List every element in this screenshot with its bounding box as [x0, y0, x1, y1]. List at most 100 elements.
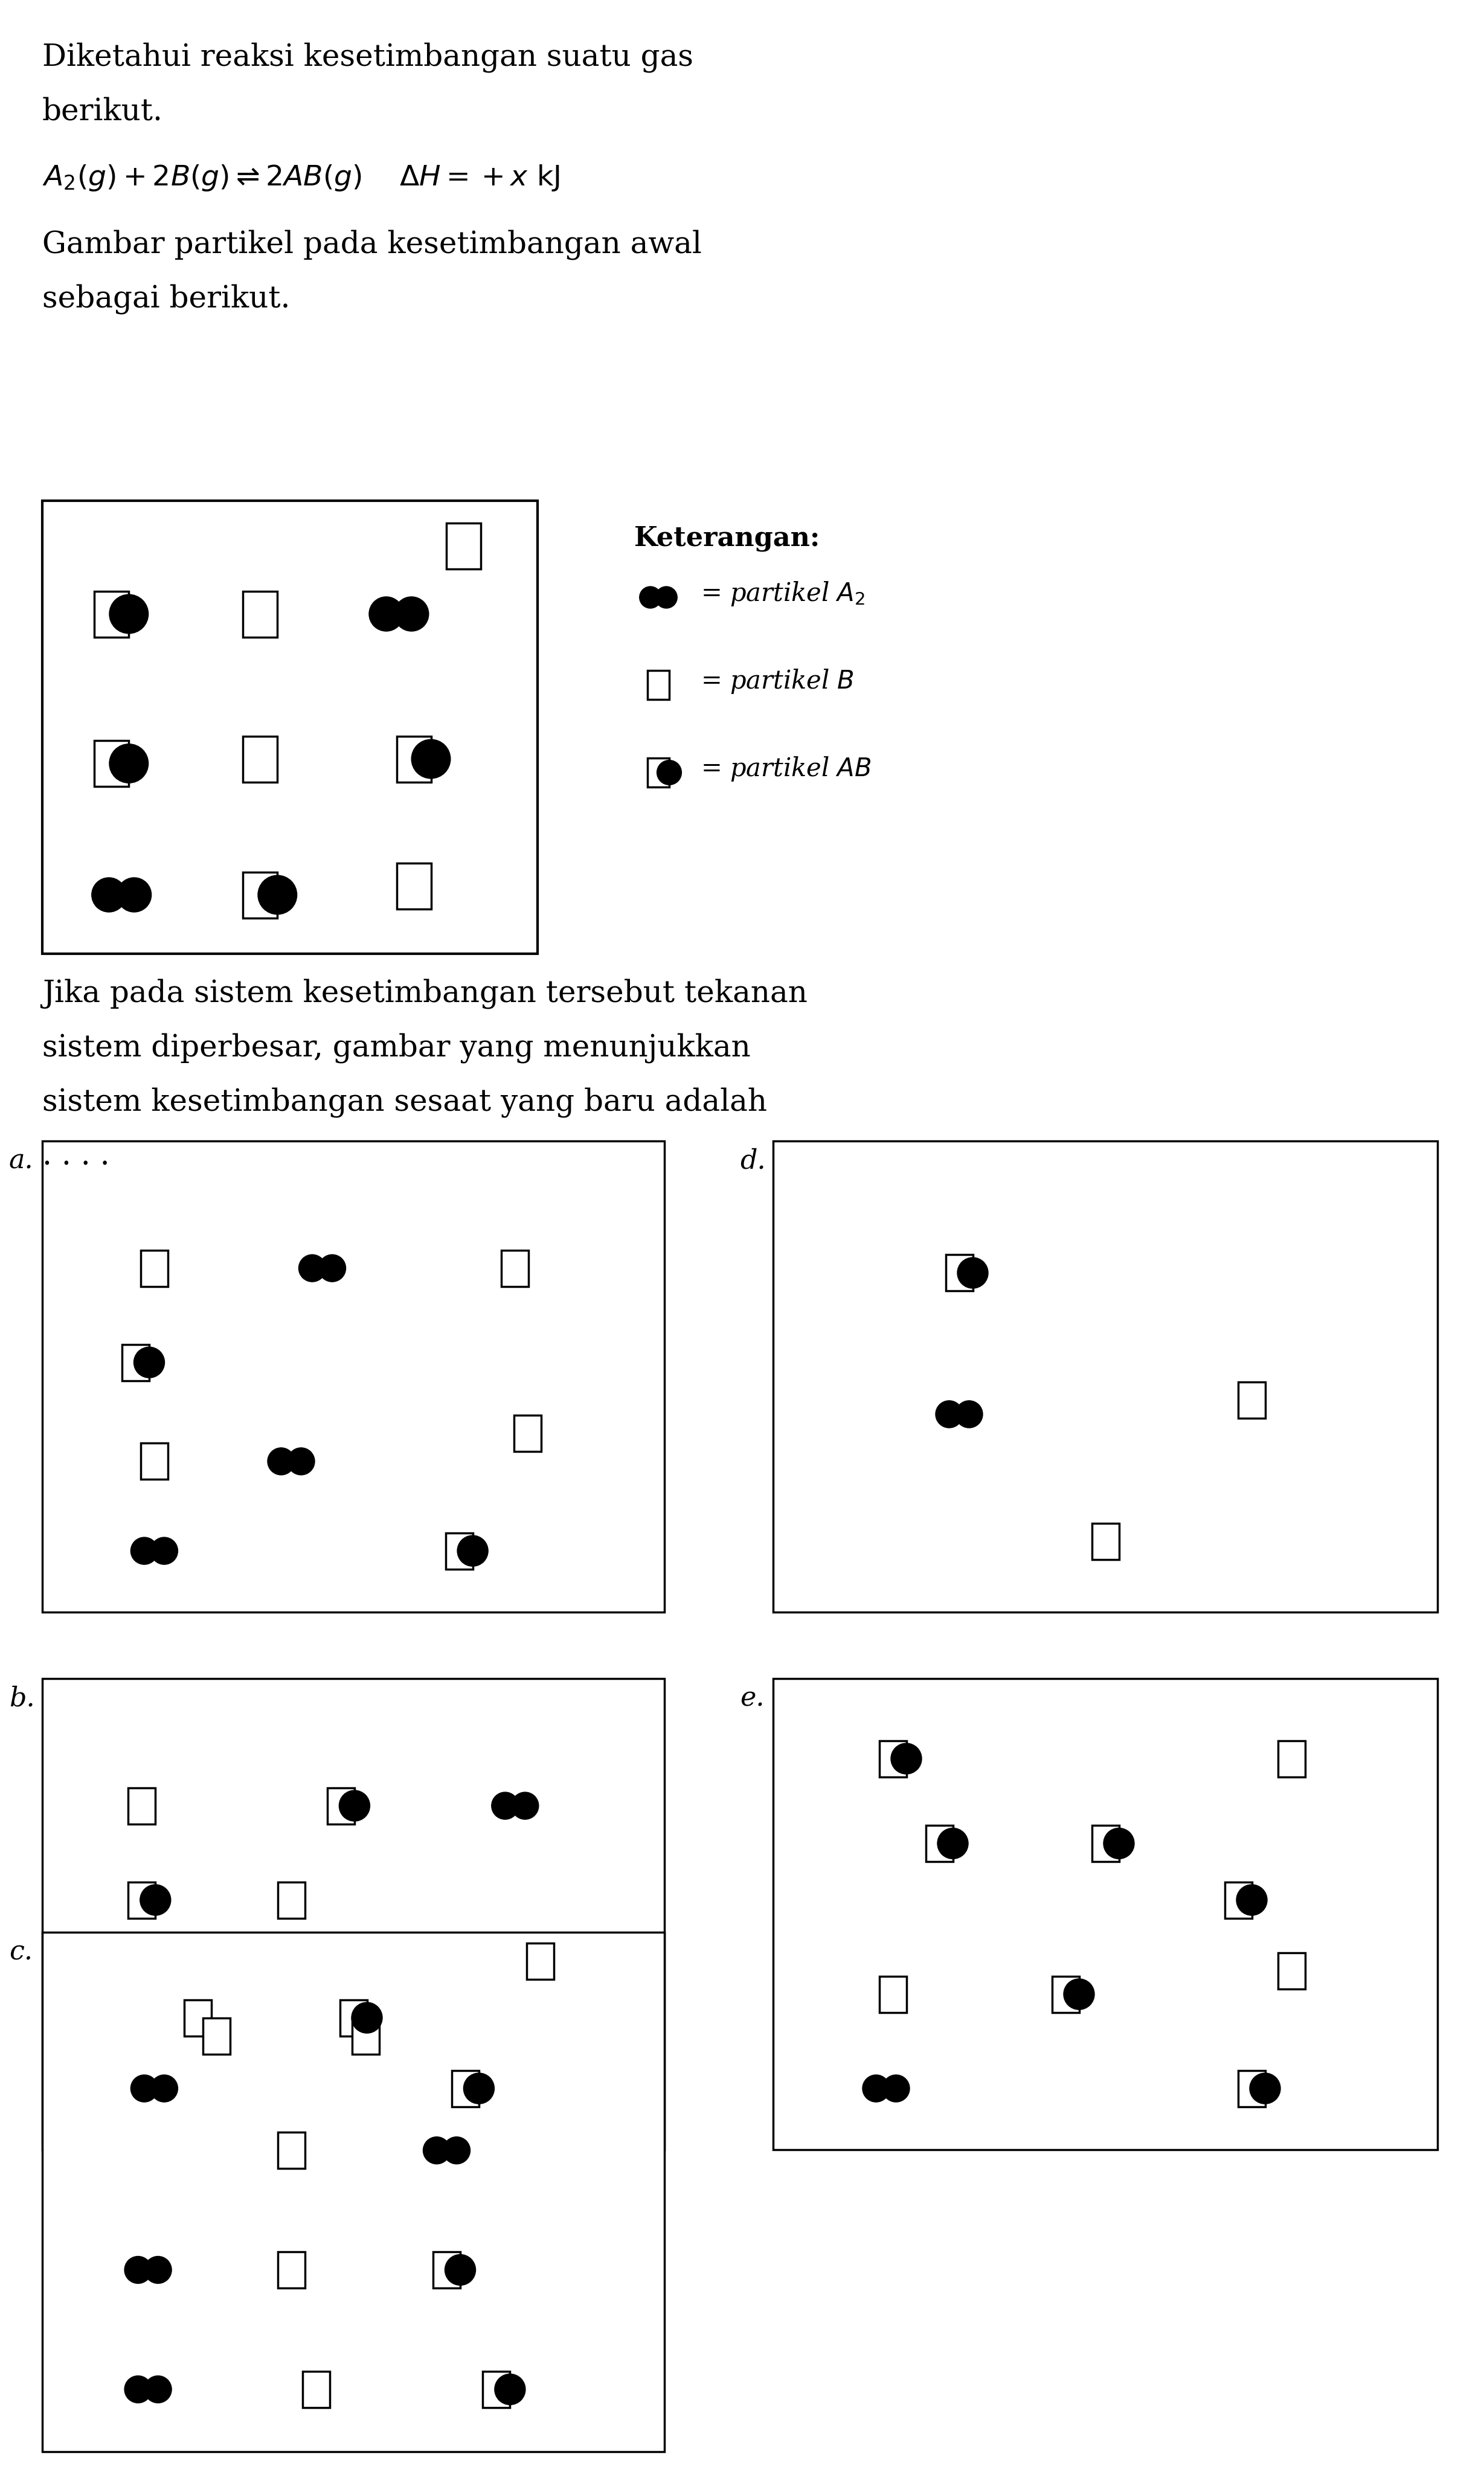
Circle shape — [457, 1535, 488, 1567]
Ellipse shape — [395, 597, 429, 632]
Ellipse shape — [935, 1402, 963, 1429]
Circle shape — [139, 1886, 171, 1915]
Text: = partikel $B$: = partikel $B$ — [700, 666, 853, 696]
Ellipse shape — [512, 1792, 539, 1819]
Bar — [513, 1414, 542, 1451]
Bar — [243, 871, 278, 918]
Text: sistem diperbesar, gambar yang menunjukkan: sistem diperbesar, gambar yang menunjukk… — [42, 1032, 751, 1064]
Bar — [451, 2071, 479, 2108]
Bar — [1278, 1740, 1304, 1777]
Bar — [328, 1787, 355, 1824]
Ellipse shape — [125, 2377, 151, 2404]
Text: sistem kesetimbangan sesaat yang baru adalah: sistem kesetimbangan sesaat yang baru ad… — [42, 1086, 767, 1118]
Bar — [773, 1140, 1438, 1612]
Circle shape — [890, 1742, 922, 1774]
Text: $A_2(g) + 2B(g) \rightleftharpoons 2AB(g)$    $\Delta H = +x\ \mathrm{kJ}$: $A_2(g) + 2B(g) \rightleftharpoons 2AB(g… — [42, 163, 559, 193]
Circle shape — [1250, 2073, 1281, 2103]
Bar — [184, 1999, 211, 2036]
Text: = partikel $AB$: = partikel $AB$ — [700, 755, 871, 782]
Ellipse shape — [491, 1792, 519, 1819]
Ellipse shape — [656, 587, 677, 610]
Text: berikut.: berikut. — [42, 96, 163, 126]
Text: e.: e. — [741, 1686, 764, 1710]
Text: Diketahui reaksi kesetimbangan suatu gas: Diketahui reaksi kesetimbangan suatu gas — [42, 42, 693, 72]
Ellipse shape — [267, 1449, 295, 1476]
Bar — [141, 1251, 168, 1286]
Ellipse shape — [144, 2256, 172, 2283]
Bar — [243, 735, 278, 782]
Bar — [1224, 1883, 1252, 1918]
Ellipse shape — [319, 1254, 346, 1281]
Bar — [141, 1444, 168, 1481]
Ellipse shape — [125, 2256, 151, 2283]
Bar — [647, 758, 669, 787]
Bar — [42, 1932, 665, 2451]
Bar — [527, 1942, 554, 1979]
Bar — [340, 1999, 367, 2036]
Circle shape — [657, 760, 681, 785]
Bar — [128, 1787, 156, 1824]
Bar — [95, 740, 129, 787]
Ellipse shape — [298, 1254, 326, 1281]
Bar — [1092, 1523, 1119, 1560]
Bar — [303, 2372, 329, 2406]
Bar — [42, 1678, 665, 2150]
Circle shape — [338, 1789, 370, 1821]
Text: = partikel $A_2$: = partikel $A_2$ — [700, 580, 865, 607]
Text: c.: c. — [9, 1937, 33, 1965]
Text: Jika pada sistem kesetimbangan tersebut tekanan: Jika pada sistem kesetimbangan tersebut … — [42, 977, 807, 1009]
Ellipse shape — [117, 879, 151, 913]
Ellipse shape — [151, 2076, 178, 2103]
Circle shape — [957, 1259, 988, 1288]
Ellipse shape — [144, 2377, 172, 2404]
Bar — [945, 1256, 972, 1291]
Text: . . . .: . . . . — [42, 1140, 110, 1172]
Circle shape — [110, 595, 148, 634]
Circle shape — [938, 1829, 968, 1858]
Bar — [1052, 1977, 1079, 2011]
Ellipse shape — [151, 1538, 178, 1565]
Bar — [647, 671, 669, 701]
Circle shape — [258, 876, 297, 916]
Bar — [433, 2251, 460, 2288]
Bar — [1278, 1952, 1304, 1989]
Bar — [447, 523, 481, 570]
Bar — [243, 592, 278, 637]
Bar — [879, 1740, 907, 1777]
Bar — [278, 2132, 304, 2169]
Circle shape — [463, 2073, 494, 2103]
Text: Gambar partikel pada kesetimbangan awal: Gambar partikel pada kesetimbangan awal — [42, 230, 702, 259]
Ellipse shape — [92, 879, 126, 913]
Bar — [1092, 1826, 1119, 1861]
Text: sebagai berikut.: sebagai berikut. — [42, 284, 291, 313]
Circle shape — [110, 745, 148, 782]
Bar — [122, 1345, 150, 1380]
Bar — [926, 1826, 953, 1861]
Bar — [396, 864, 430, 908]
Circle shape — [1236, 1886, 1267, 1915]
Bar — [1238, 1382, 1264, 1419]
Ellipse shape — [444, 2137, 470, 2164]
Circle shape — [1064, 1979, 1094, 2009]
Ellipse shape — [956, 1402, 982, 1429]
Bar — [445, 1533, 473, 1570]
Circle shape — [411, 740, 451, 780]
Ellipse shape — [288, 1449, 315, 1476]
Bar — [502, 1251, 528, 1286]
Bar — [1238, 2071, 1264, 2108]
Ellipse shape — [370, 597, 404, 632]
Circle shape — [134, 1348, 165, 1377]
Bar — [773, 1678, 1438, 2150]
Ellipse shape — [131, 1538, 157, 1565]
Bar — [482, 2372, 510, 2406]
Bar — [203, 2019, 230, 2053]
Circle shape — [494, 2374, 525, 2404]
Bar — [396, 735, 430, 782]
Bar — [879, 1977, 907, 2011]
Bar — [128, 1883, 156, 1918]
Circle shape — [352, 2002, 383, 2034]
Circle shape — [445, 2256, 476, 2285]
Bar — [42, 1140, 665, 1612]
Ellipse shape — [883, 2076, 910, 2103]
Bar — [278, 1883, 304, 1918]
